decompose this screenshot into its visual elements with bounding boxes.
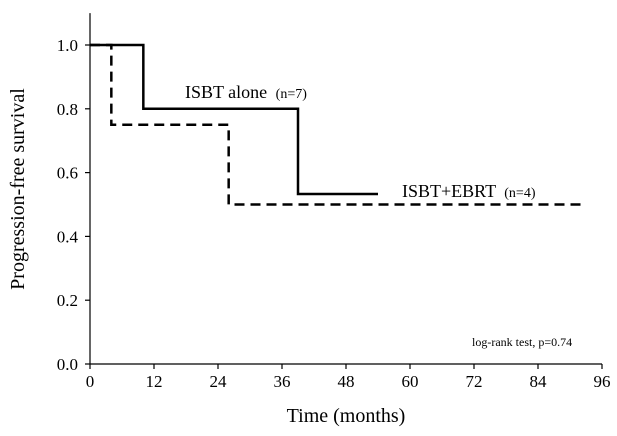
series-label-isbt-alone: ISBT alone (n=7) xyxy=(185,82,307,102)
x-tick-label: 24 xyxy=(210,372,228,391)
log-rank-annotation: log-rank test, p=0.74 xyxy=(472,335,572,349)
series-line-isbt-alone xyxy=(90,43,378,196)
y-tick-label: 0.6 xyxy=(57,164,78,183)
y-tick-label: 1.0 xyxy=(57,36,78,55)
series-name-isbt-ebrt: ISBT+EBRT xyxy=(402,181,496,201)
series-label-isbt-ebrt: ISBT+EBRT (n=4) xyxy=(402,181,536,201)
x-axis-title: Time (months) xyxy=(287,405,406,427)
tick-labels: 0 12 24 36 48 60 72 84 96 0.0 0.2 0.4 0.6 0.8 1.0 xyxy=(57,36,611,391)
series-lines xyxy=(90,43,586,206)
tick-marks xyxy=(85,44,603,369)
y-axis-title: Progression-free survival xyxy=(7,88,29,290)
x-tick-label: 0 xyxy=(86,372,95,391)
series-n-isbt-ebrt: (n=4) xyxy=(504,186,536,201)
y-tick-label: 0.0 xyxy=(57,355,78,374)
x-tick-label: 12 xyxy=(146,372,163,391)
x-tick-label: 72 xyxy=(466,372,483,391)
x-tick-label: 36 xyxy=(274,372,291,391)
series-name-isbt-alone: ISBT alone xyxy=(185,82,267,102)
y-tick-label: 0.2 xyxy=(57,291,78,310)
x-tick-label: 96 xyxy=(594,372,611,391)
y-tick-label: 0.8 xyxy=(57,100,78,119)
x-tick-label: 84 xyxy=(530,372,548,391)
y-tick-label: 0.4 xyxy=(57,227,79,246)
series-line-isbt-ebrt xyxy=(90,43,586,206)
series-n-isbt-alone: (n=7) xyxy=(276,87,308,102)
x-tick-label: 60 xyxy=(402,372,419,391)
x-tick-label: 48 xyxy=(338,372,355,391)
